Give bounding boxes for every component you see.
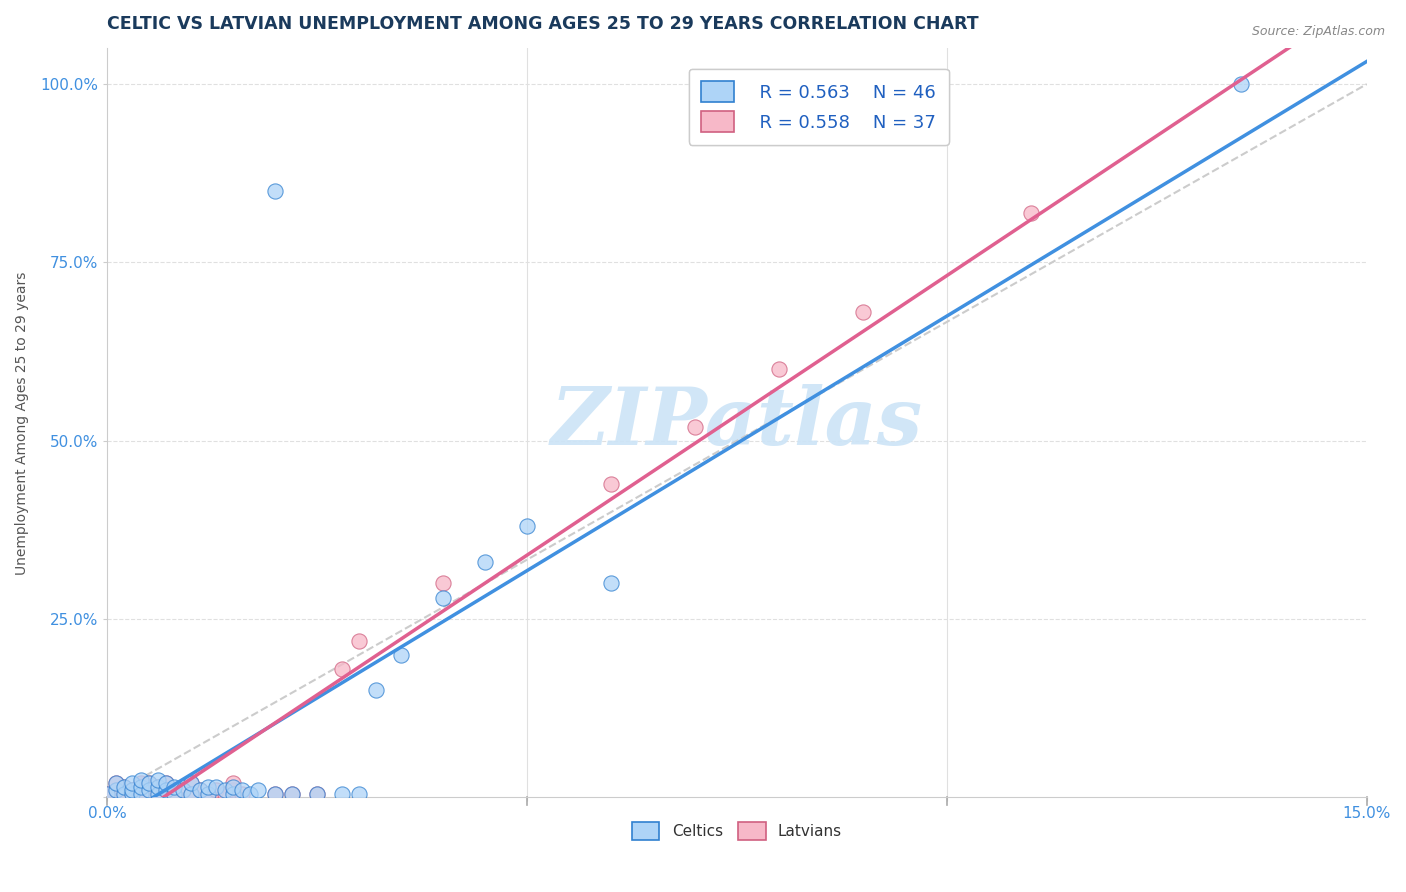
Point <box>146 780 169 794</box>
Text: CELTIC VS LATVIAN UNEMPLOYMENT AMONG AGES 25 TO 29 YEARS CORRELATION CHART: CELTIC VS LATVIAN UNEMPLOYMENT AMONG AGE… <box>107 15 979 33</box>
Point <box>389 648 412 662</box>
Point <box>222 783 245 797</box>
Point <box>146 772 169 787</box>
Point <box>264 787 287 801</box>
Point <box>155 783 177 797</box>
Point <box>768 362 790 376</box>
Point <box>197 787 219 801</box>
Point <box>163 787 186 801</box>
Point <box>138 776 160 790</box>
Point <box>600 476 623 491</box>
Point <box>1019 205 1042 219</box>
Point <box>138 783 160 797</box>
Point <box>146 787 169 801</box>
Point <box>852 305 875 319</box>
Point <box>474 555 496 569</box>
Point <box>112 780 135 794</box>
Point <box>222 776 245 790</box>
Point <box>155 783 177 797</box>
Text: ZIPatlas: ZIPatlas <box>551 384 922 462</box>
Point <box>600 576 623 591</box>
Point <box>188 783 211 797</box>
Point <box>146 787 169 801</box>
Point <box>104 776 127 790</box>
Point <box>96 787 118 801</box>
Point <box>364 683 387 698</box>
Point <box>214 783 236 797</box>
Text: Source: ZipAtlas.com: Source: ZipAtlas.com <box>1251 25 1385 38</box>
Point <box>307 787 329 801</box>
Point <box>239 787 262 801</box>
Point <box>121 783 143 797</box>
Point <box>432 576 454 591</box>
Point <box>129 787 152 801</box>
Point <box>281 787 304 801</box>
Point <box>330 787 353 801</box>
Point <box>347 787 370 801</box>
Point <box>205 783 228 797</box>
Point <box>104 783 127 797</box>
Point <box>121 783 143 797</box>
Point <box>104 783 127 797</box>
Point <box>197 787 219 801</box>
Point <box>163 780 186 794</box>
Point <box>155 776 177 790</box>
Point <box>172 783 194 797</box>
Point <box>121 787 143 801</box>
Point <box>247 783 270 797</box>
Point <box>347 633 370 648</box>
Point <box>281 787 304 801</box>
Point <box>1230 77 1253 91</box>
Point <box>264 184 287 198</box>
Point <box>129 780 152 794</box>
Point <box>163 787 186 801</box>
Point <box>432 591 454 605</box>
Point <box>96 787 118 801</box>
Point <box>197 780 219 794</box>
Point <box>330 662 353 676</box>
Point <box>138 776 160 790</box>
Point <box>516 519 538 533</box>
Point <box>129 772 152 787</box>
Point <box>129 776 152 790</box>
Point <box>146 780 169 794</box>
Point <box>180 776 202 790</box>
Point <box>121 787 143 801</box>
Point <box>112 787 135 801</box>
Point <box>205 780 228 794</box>
Point <box>214 787 236 801</box>
Point <box>180 787 202 801</box>
Point <box>222 780 245 794</box>
Point <box>138 783 160 797</box>
Point <box>180 787 202 801</box>
Point <box>129 787 152 801</box>
Point <box>172 783 194 797</box>
Point <box>231 783 253 797</box>
Point <box>112 780 135 794</box>
Point <box>264 787 287 801</box>
Y-axis label: Unemployment Among Ages 25 to 29 years: Unemployment Among Ages 25 to 29 years <box>15 271 30 574</box>
Point <box>222 787 245 801</box>
Point <box>112 787 135 801</box>
Point <box>683 419 706 434</box>
Point <box>188 783 211 797</box>
Point <box>231 787 253 801</box>
Legend: Celtics, Latvians: Celtics, Latvians <box>626 816 848 846</box>
Point <box>104 776 127 790</box>
Point <box>155 776 177 790</box>
Point <box>307 787 329 801</box>
Point <box>180 776 202 790</box>
Point <box>121 776 143 790</box>
